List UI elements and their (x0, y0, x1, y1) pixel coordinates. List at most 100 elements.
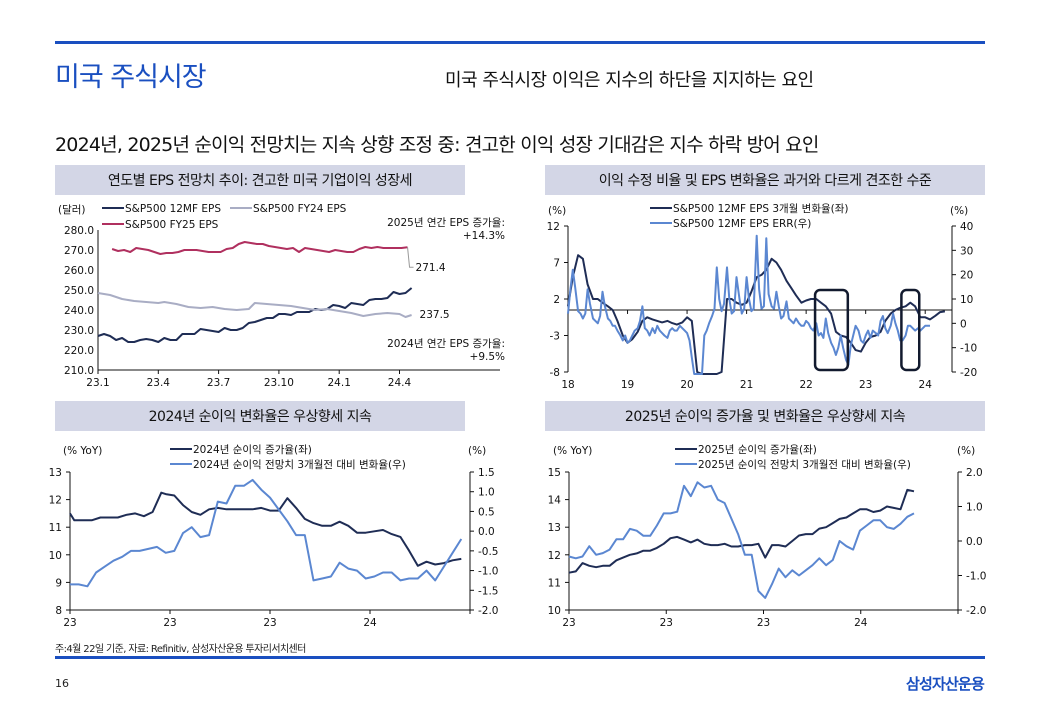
left-y-tick-label: 11 (548, 577, 561, 589)
left-y-tick-label: 10 (49, 550, 62, 562)
chart-eps-forecast: (달러) 280.0 270.0 260.0 250.0 240.0 230.0 220.0 2… (40, 196, 510, 396)
x-tick-label: 21 (740, 379, 753, 391)
y-tick-label: 230.0 (64, 325, 94, 337)
right-y-tick-label: 0.0 (966, 536, 983, 548)
panel-title-2024-earnings: 2024년 순이익 변화율은 우상향세 지속 (55, 401, 465, 431)
annotation-2024-growth-value: +9.5% (470, 351, 505, 363)
annotation-2025-growth-value: +14.3% (463, 230, 505, 242)
x-tick-label: 23 (757, 617, 770, 629)
subheadline: 2024년, 2025년 순이익 전망치는 지속 상향 조정 중: 견고한 이익… (55, 134, 819, 156)
chart-2025-earnings: (% YoY) (%) 15 14 13 12 11 10 2.0 1.0 0.0 -1.0 -2.0 2… (540, 434, 1000, 634)
left-y-tick-label: 7 (553, 258, 560, 270)
panel-title-2025-earnings: 2025년 순이익 증가율 및 변화율은 우상향세 지속 (545, 401, 985, 431)
y-tick-label: 260.0 (64, 265, 94, 277)
right-axis-label: (%) (950, 205, 968, 217)
left-y-tick-label: 2 (553, 294, 560, 306)
series-right-line (70, 478, 463, 588)
y-axis-label: (달러) (58, 204, 86, 216)
y-tick-label: 210.0 (64, 365, 94, 377)
y-tick-label: 220.0 (64, 345, 94, 357)
x-tick-label: 24.1 (328, 377, 351, 389)
left-y-tick-label: 8 (55, 605, 62, 617)
chart-eps-forecast-svg: (달러) 280.0 270.0 260.0 250.0 240.0 230.0 220.0 2… (58, 203, 505, 389)
x-tick-label: 23 (859, 379, 872, 391)
chart-2024-earnings-svg: (% YoY) (%) 13 12 11 10 9 8 1.5 1.0 0.5 0.0 -0.5 -1.0… (49, 444, 499, 629)
panel-title-eps-revision: 이익 수정 비율 및 EPS 변화율은 과거와 다르게 견조한 수준 (545, 165, 985, 195)
bottom-divider (55, 656, 985, 659)
x-tick-label: 23.7 (207, 377, 230, 389)
fy25-end-label: 271.4 (416, 262, 446, 274)
left-axis-label: (% YoY) (553, 445, 592, 457)
left-y-tick-label: 12 (547, 221, 560, 233)
right-y-tick-label: -1.5 (478, 585, 499, 597)
top-divider (55, 41, 985, 44)
left-y-tick-label: 11 (49, 522, 62, 534)
annotation-2025-growth-title: 2025년 연간 EPS 증가율: (387, 217, 505, 229)
left-y-tick-label: 9 (55, 577, 62, 589)
left-y-tick-label: -8 (550, 367, 560, 379)
series-left-line (69, 491, 462, 567)
x-tick-label: 22 (799, 379, 812, 391)
right-y-tick-label: 1.0 (478, 487, 495, 499)
right-y-tick-label: 0.0 (478, 526, 495, 538)
legend-fy24-eps-label: S&P500 FY24 EPS (253, 203, 347, 215)
left-y-tick-label: 14 (548, 495, 562, 507)
x-tick-label: 18 (561, 379, 574, 391)
chart-eps-revision-svg: (%) (%) 12 7 2 -3 -8 40 30 20 10 0 -10 -20 18 19 20 21 22 2… (547, 203, 978, 391)
x-tick-label: 23 (562, 617, 575, 629)
right-y-tick-label: -0.5 (478, 546, 499, 558)
legend-left-series-label: S&P500 12MF EPS 3개월 변화율(좌) (673, 203, 849, 215)
x-tick-label: 24 (363, 617, 377, 629)
annotation-2024-growth-title: 2024년 연간 EPS 증가율: (387, 338, 505, 350)
right-y-tick-label: 1.0 (966, 502, 983, 514)
legend-right-series-label: 2024년 순이익 전망치 3개월전 대비 변화율(우) (193, 459, 406, 471)
x-tick-label: 23 (63, 617, 76, 629)
left-y-tick-label: -3 (550, 331, 560, 343)
right-axis-label: (%) (468, 445, 486, 457)
x-tick-label: 23 (263, 617, 276, 629)
chart-2025-earnings-svg: (% YoY) (%) 15 14 13 12 11 10 2.0 1.0 0.0 -1.0 -2.0 2… (548, 444, 987, 629)
x-tick-label: 23 (163, 617, 176, 629)
legend-left-series-label: 2025년 순이익 증가율(좌) (698, 444, 817, 456)
series-12mf-eps-line (97, 287, 413, 343)
left-axis-label: (% YoY) (63, 445, 102, 457)
x-tick-label: 19 (621, 379, 634, 391)
legend-12mf-eps-label: S&P500 12MF EPS (125, 203, 221, 215)
brand-logo: 삼성자산운용 (905, 675, 985, 693)
y-tick-label: 250.0 (64, 285, 94, 297)
x-tick-label: 23.4 (147, 377, 171, 389)
footnote: 주:4월 22일 기준, 자료: Refinitiv, 삼성자산운용 투자리서치… (55, 644, 306, 655)
right-y-tick-label: -10 (960, 343, 977, 355)
right-axis-label: (%) (957, 445, 975, 457)
right-y-tick-label: 40 (960, 221, 973, 233)
right-y-tick-label: -2.0 (966, 605, 987, 617)
y-tick-label: 280.0 (64, 225, 94, 237)
left-y-tick-label: 15 (548, 467, 561, 479)
right-y-tick-label: 1.5 (478, 467, 495, 479)
y-tick-label: 270.0 (64, 245, 94, 257)
right-y-tick-label: -1.0 (966, 571, 987, 583)
x-tick-label: 24 (854, 617, 868, 629)
chart-eps-revision: (%) (%) 12 7 2 -3 -8 40 30 20 10 0 -10 -20 18 19 20 21 22 2… (540, 196, 1000, 396)
left-y-tick-label: 12 (548, 550, 561, 562)
x-tick-label: 23.10 (264, 377, 294, 389)
highlight-box (900, 288, 921, 372)
x-tick-label: 24 (919, 379, 933, 391)
series-left-line (568, 488, 915, 574)
right-y-tick-label: -20 (960, 367, 977, 379)
right-y-tick-label: 2.0 (966, 467, 983, 479)
highlight-box (813, 288, 850, 372)
legend-left-series-label: 2024년 순이익 증가율(좌) (193, 444, 312, 456)
left-y-tick-label: 13 (49, 467, 62, 479)
fy25-leader-line (407, 247, 414, 268)
left-y-tick-label: 12 (49, 495, 62, 507)
legend-right-series-label: 2025년 순이익 전망치 3개월전 대비 변화율(우) (698, 459, 911, 471)
panel-title-eps-forecast: 연도별 EPS 전망치 추이: 견고한 미국 기업이익 성장세 (55, 165, 465, 195)
right-y-tick-label: 10 (960, 294, 973, 306)
right-y-tick-label: -2.0 (478, 605, 499, 617)
x-tick-label: 23 (660, 617, 673, 629)
x-tick-label: 20 (680, 379, 693, 391)
y-tick-label: 240.0 (64, 305, 94, 317)
chart-2024-earnings: (% YoY) (%) 13 12 11 10 9 8 1.5 1.0 0.5 0.0 -0.5 -1.0… (40, 434, 510, 634)
left-y-tick-label: 10 (548, 605, 561, 617)
